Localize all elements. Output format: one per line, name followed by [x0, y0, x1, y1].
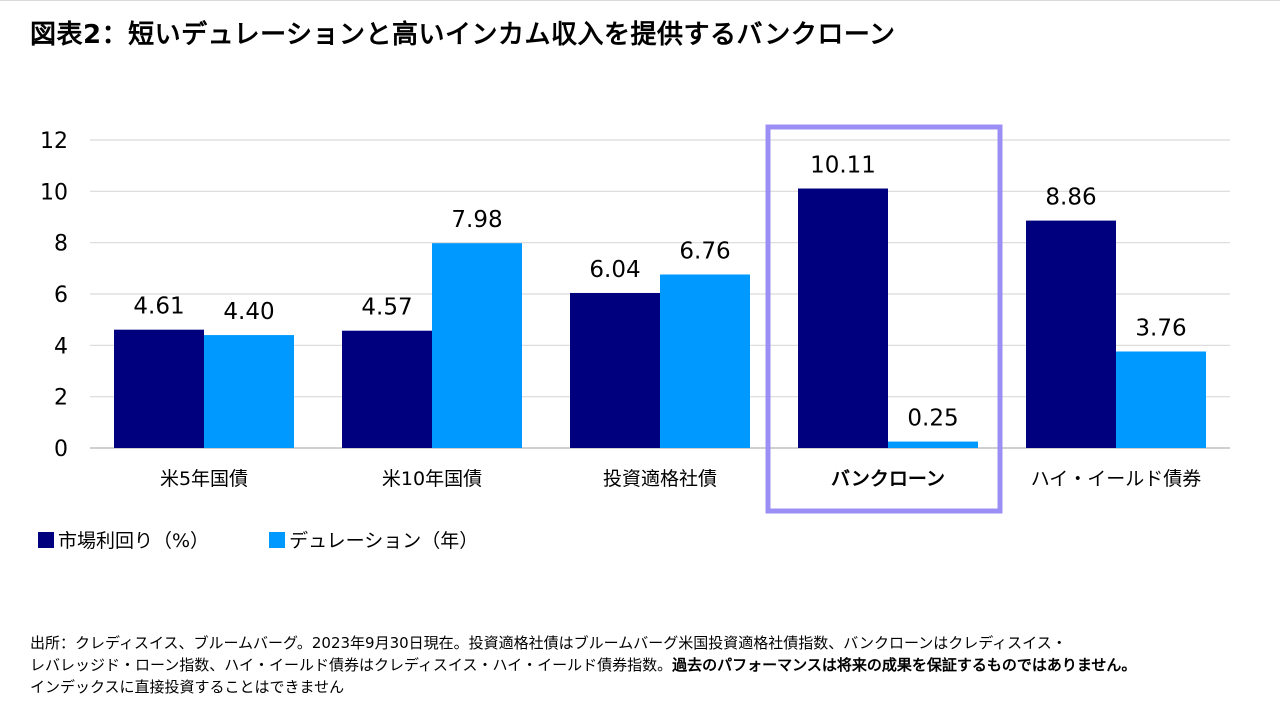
legend: 市場利回り（%） デュレーション（年） [38, 526, 478, 553]
bars [114, 188, 1206, 448]
legend-item-yield: 市場利回り（%） [38, 526, 209, 553]
bar-duration [660, 274, 750, 448]
x-tick-label: 米10年国債 [382, 468, 482, 490]
data-labels: 4.61 4.57 6.04 10.11 8.86 4.40 7.98 6.76 0.25 3.7… [133, 153, 1186, 432]
bar-yield [798, 188, 888, 448]
x-axis-ticks: 米5年国債 米10年国債 投資適格社債 バンクローン ハイ・イールド債券 [160, 468, 1201, 490]
y-tick-label: 8 [54, 232, 68, 257]
x-tick-label: バンクローン [831, 468, 945, 490]
data-label: 4.57 [361, 295, 412, 321]
highlight-group [765, 124, 1003, 514]
bar-duration [1116, 351, 1206, 448]
data-label: 6.04 [589, 257, 640, 283]
x-tick-label: 米5年国債 [160, 468, 248, 490]
data-label: 4.61 [133, 294, 184, 320]
legend-item-duration: デュレーション（年） [269, 526, 478, 553]
x-tick-label: ハイ・イールド債券 [1031, 468, 1202, 490]
data-label: 10.11 [810, 153, 876, 179]
data-label: 6.76 [679, 238, 730, 264]
source-disclaimer: 過去のパフォーマンスは将来の成果を保証するものではありません。 [672, 656, 1137, 674]
y-tick-label: 4 [54, 334, 68, 359]
top-rule [0, 0, 1280, 1]
bar-duration [888, 441, 978, 448]
bar-yield [570, 292, 660, 448]
bar-duration [432, 243, 522, 448]
y-tick-label: 2 [54, 386, 68, 411]
data-label: 8.86 [1045, 185, 1096, 211]
y-tick-label: 0 [54, 437, 68, 462]
bar-duration [204, 335, 294, 448]
y-tick-label: 6 [54, 283, 68, 308]
source-note: 出所：クレディスイス、ブルームバーグ。2023年9月30日現在。投資適格社債はブ… [30, 632, 1260, 698]
highlight-box [765, 124, 1003, 514]
legend-swatch-yield [38, 531, 54, 548]
legend-label-yield: 市場利回り（%） [58, 530, 210, 552]
page-title: 図表2：短いデュレーションと高いインカム収入を提供するバンクローン [30, 20, 896, 50]
x-tick-label: 投資適格社債 [603, 468, 717, 490]
legend-swatch-duration [269, 531, 286, 548]
bar-yield [1026, 220, 1116, 448]
bar-yield [114, 329, 204, 448]
bar-chart: 0 2 4 6 8 10 12 4.61 4.57 6.04 10.11 8.86 4.40 7.98 6… [40, 124, 1230, 514]
source-line-1: 出所：クレディスイス、ブルームバーグ。2023年9月30日現在。投資適格社債はブ… [30, 634, 1067, 652]
y-tick-label: 12 [40, 129, 68, 154]
data-label: 3.76 [1135, 315, 1186, 341]
data-label: 7.98 [451, 207, 502, 233]
source-line-2: レバレッジド・ローン指数、ハイ・イールド債券はクレディスイス・ハイ・イールド債券… [30, 654, 1260, 676]
bar-yield [342, 330, 432, 448]
data-label: 0.25 [907, 406, 958, 432]
source-line-2-text: レバレッジド・ローン指数、ハイ・イールド債券はクレディスイス・ハイ・イールド債券… [30, 656, 673, 674]
y-tick-label: 10 [40, 180, 68, 205]
y-axis-ticks: 0 2 4 6 8 10 12 [40, 129, 68, 462]
data-label: 4.40 [223, 299, 274, 325]
legend-label-duration: デュレーション（年） [289, 530, 479, 552]
source-line-3: インデックスに直接投資することはできません [30, 678, 345, 696]
